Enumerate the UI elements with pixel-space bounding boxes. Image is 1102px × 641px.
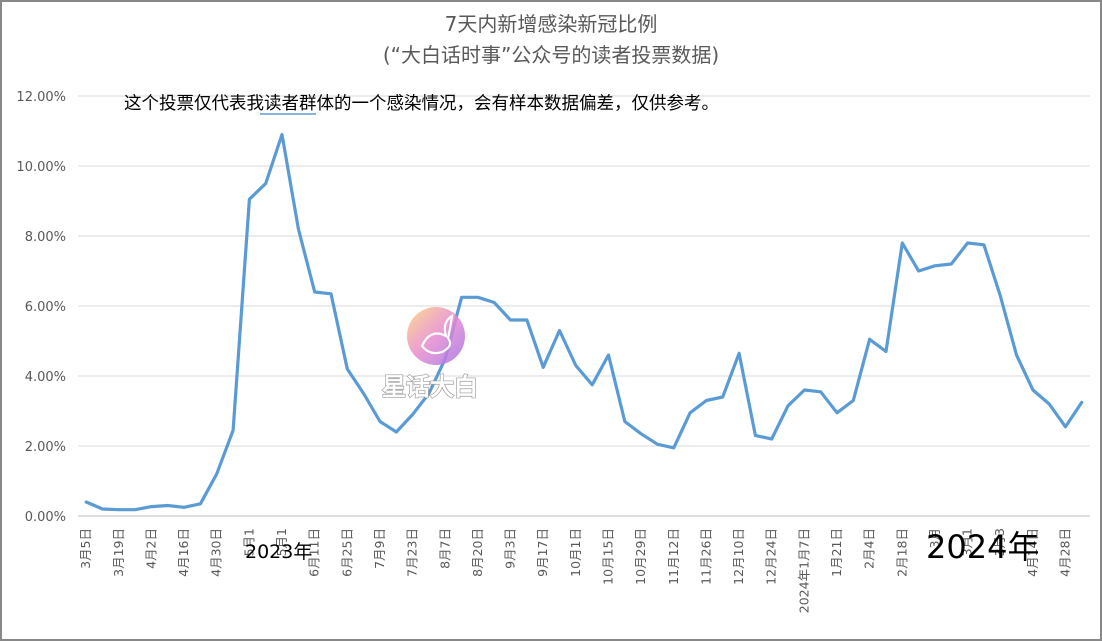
watermark: 星话大白 xyxy=(381,307,479,402)
series-line xyxy=(84,132,1084,512)
chart-subtitle: (“大白话时事”公众号的读者投票数据) xyxy=(383,43,719,67)
year-label-2024: 2024年 xyxy=(926,528,1039,566)
x-tick-label: 7月23日 xyxy=(405,528,420,577)
x-tick-label: 5月1 xyxy=(274,528,289,556)
y-axis-ticks: 0.00% 2.00% 4.00% 6.00% 8.00% 10.00% 12.00% xyxy=(16,90,66,525)
x-tick-label: 5月1 xyxy=(241,528,256,556)
watermark-text: 星话大白 xyxy=(382,373,478,401)
y-tick-label: 2.00% xyxy=(25,440,66,455)
gridlines xyxy=(78,95,1090,447)
y-tick-label: 12.00% xyxy=(16,90,66,105)
x-tick-label: 10月29日 xyxy=(633,528,648,585)
x-tick-label: 3月3 xyxy=(992,528,1007,556)
chart-title: 7天内新增感染新冠比例 xyxy=(445,12,658,36)
x-tick-label: 4月2日 xyxy=(143,528,158,569)
x-axis-ticks: 3月5日 3月19日 4月2日 4月16日 4月30日 5月1 5月1 6月11日 6月25日 7… xyxy=(78,528,1072,613)
x-tick-label: 3月19日 xyxy=(111,528,126,577)
x-tick-label: 2月18日 xyxy=(894,528,909,577)
x-tick-label: 3月 xyxy=(927,528,942,548)
x-tick-label: 12月24日 xyxy=(764,528,779,585)
y-tick-label: 0.00% xyxy=(25,510,66,525)
x-tick-label: 6月11日 xyxy=(307,528,322,577)
x-tick-label: 9月17日 xyxy=(535,528,550,577)
x-tick-label: 4月28日 xyxy=(1058,528,1073,577)
x-tick-label: 3月5日 xyxy=(78,528,93,569)
x-tick-label: 11月12日 xyxy=(666,528,681,585)
x-tick-label: 9月3日 xyxy=(503,528,518,569)
x-tick-label: 7月9日 xyxy=(372,528,387,569)
y-tick-label: 8.00% xyxy=(25,230,66,245)
watermark-logo-icon xyxy=(407,307,465,365)
rabbit-icon xyxy=(420,313,454,355)
y-tick-label: 4.00% xyxy=(25,370,66,385)
x-tick-label: 8月20日 xyxy=(470,528,485,577)
x-tick-label: 8月7日 xyxy=(437,528,452,569)
x-tick-label: 11月26日 xyxy=(698,528,713,585)
x-tick-label: 6月25日 xyxy=(339,528,354,577)
y-tick-label: 10.00% xyxy=(16,160,66,175)
x-tick-label: 4月14日 xyxy=(1025,528,1040,577)
x-tick-label: 12月10日 xyxy=(731,528,746,585)
x-tick-label: 4月30日 xyxy=(209,528,224,577)
x-tick-label: 10月15日 xyxy=(600,528,615,585)
x-tick-label: 2024年1月7日 xyxy=(796,528,811,613)
x-tick-label: 1月21日 xyxy=(829,528,844,577)
x-tick-label: 2月4日 xyxy=(862,528,877,569)
x-tick-label: 4月16日 xyxy=(176,528,191,577)
chart-annotation: 这个投票仅代表我读者群体的一个感染情况，会有样本数据偏差，仅供参考。 xyxy=(124,94,719,114)
year-label-2023: 2023年 xyxy=(245,541,312,563)
y-tick-label: 6.00% xyxy=(25,300,66,315)
x-tick-label: 10月1日 xyxy=(568,528,583,577)
x-tick-label: 3月1 xyxy=(960,528,975,556)
